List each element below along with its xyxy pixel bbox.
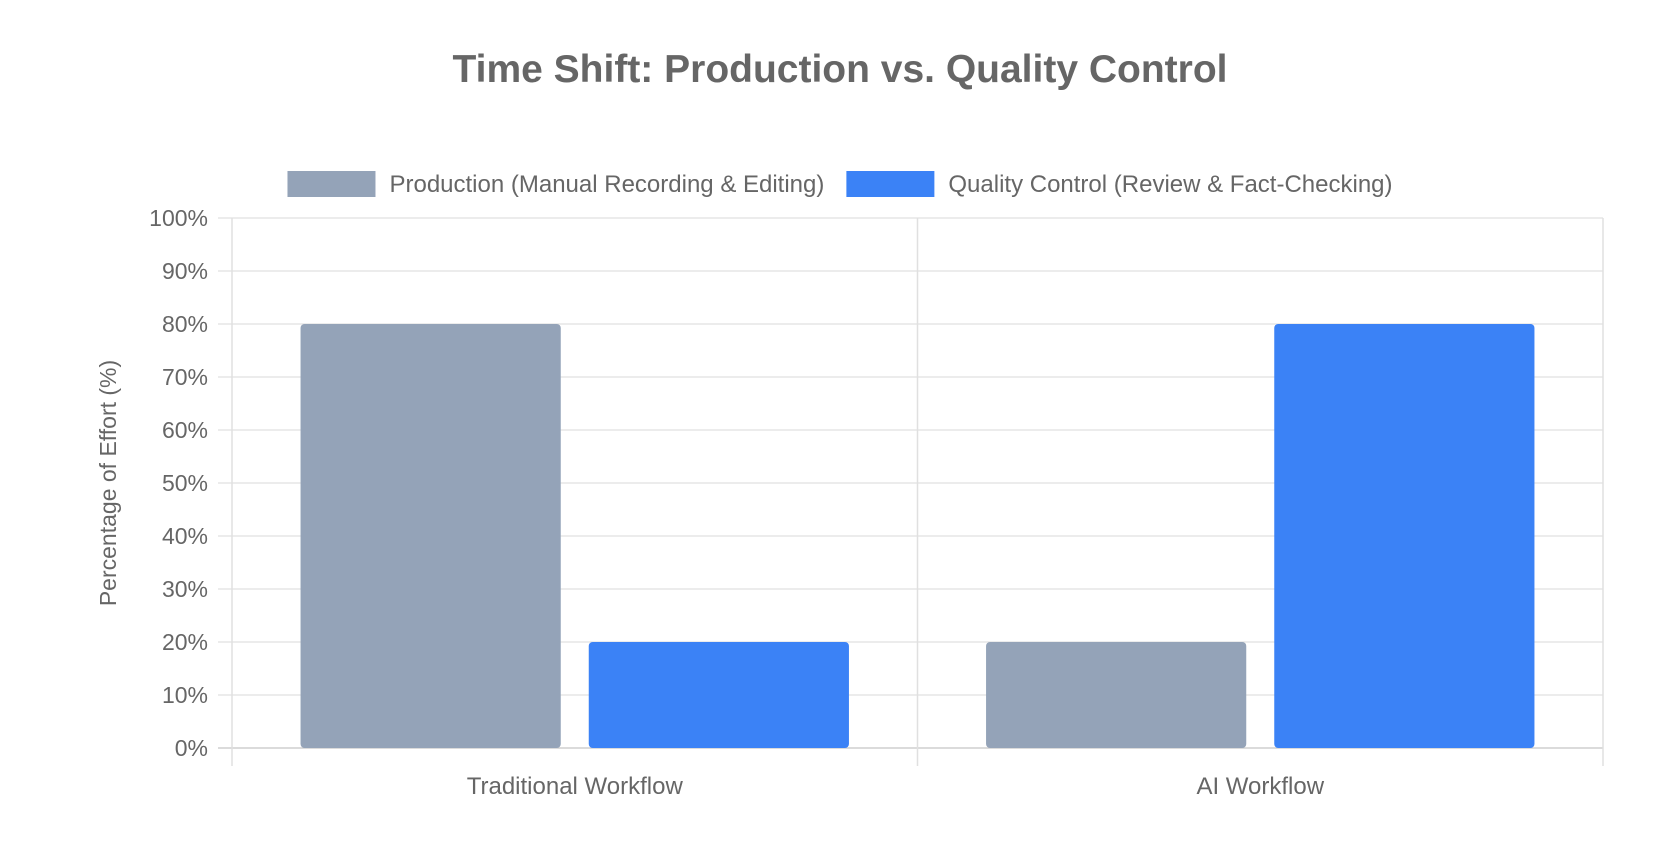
y-tick-label: 70% — [162, 364, 208, 390]
bar — [986, 642, 1247, 748]
y-tick-label: 0% — [175, 735, 208, 761]
x-tick-label: Traditional Workflow — [467, 773, 684, 800]
y-tick-label: 30% — [162, 576, 208, 602]
y-tick-label: 80% — [162, 311, 208, 337]
y-tick-label: 90% — [162, 258, 208, 284]
bar — [300, 324, 561, 748]
x-axis-ticks: Traditional Workflow AI Workflow — [467, 773, 1325, 800]
y-tick-label: 50% — [162, 470, 208, 496]
legend-swatch — [287, 171, 376, 197]
y-tick-label: 10% — [162, 682, 208, 708]
y-tick-label: 40% — [162, 523, 208, 549]
legend-label: Quality Control (Review & Fact-Checking) — [948, 171, 1392, 198]
y-tick-label: 20% — [162, 629, 208, 655]
legend-swatch — [846, 171, 935, 197]
y-axis-label: Percentage of Effort (%) — [95, 360, 121, 606]
bar — [588, 642, 849, 748]
y-tick-label: 100% — [149, 205, 208, 231]
y-axis-ticks: 0% 10% 20% 30% 40% 50% 60% 70% 80% 90% 100% — [149, 205, 208, 761]
legend-label: Production (Manual Recording & Editing) — [389, 171, 824, 198]
bar — [1274, 324, 1535, 748]
legend: Production (Manual Recording & Editing) Q… — [287, 171, 1393, 198]
x-tick-label: AI Workflow — [1196, 773, 1324, 800]
chart-title: Time Shift: Production vs. Quality Contr… — [452, 48, 1228, 91]
bars — [300, 324, 1535, 748]
y-tick-label: 60% — [162, 417, 208, 443]
